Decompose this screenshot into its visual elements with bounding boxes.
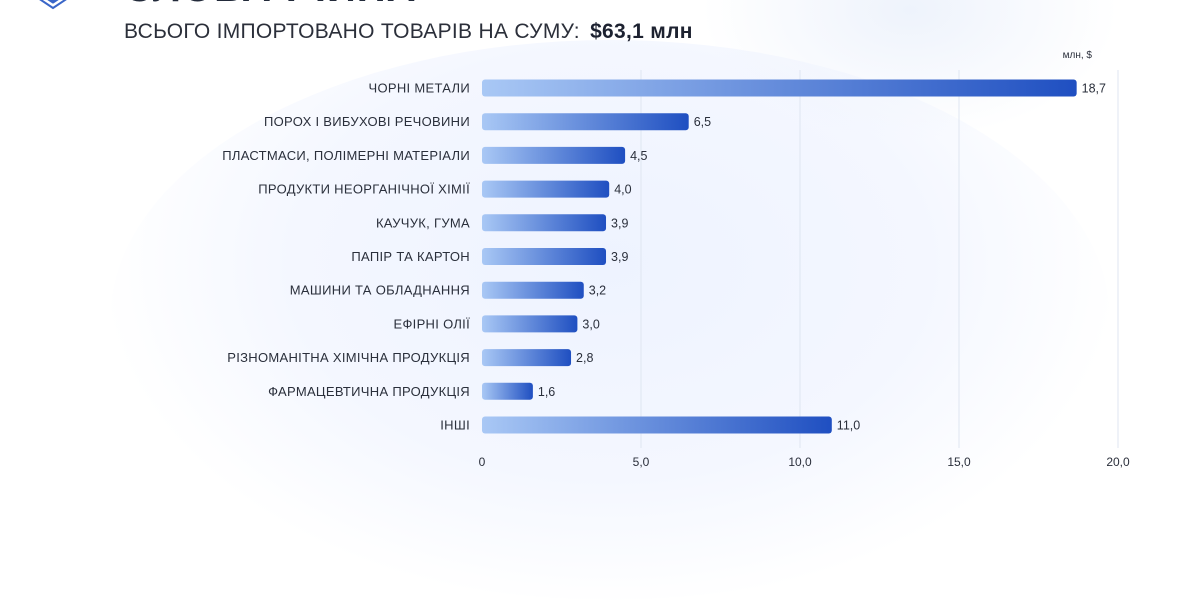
category-label: РІЗНОМАНІТНА ХІМІЧНА ПРОДУКЦІЯ [227,350,470,365]
subtitle-label: ВСЬОГО ІМПОРТОВАНО ТОВАРІВ НА СУМУ: [124,20,580,43]
value-label: 11,0 [837,419,860,433]
value-label: 4,0 [614,183,631,197]
subtitle: ВСЬОГО ІМПОРТОВАНО ТОВАРІВ НА СУМУ: $63,… [124,20,693,44]
bar [482,382,533,400]
x-tick-label: 15,0 [947,455,971,469]
category-label: ПАПІР ТА КАРТОН [351,249,470,264]
bar [482,180,610,198]
x-tick-label: 0 [479,455,486,469]
bar [482,113,689,131]
category-label: МАШИНИ ТА ОБЛАДНАННЯ [290,283,470,298]
bar [482,281,584,299]
value-label: 3,2 [589,284,606,298]
value-label: 3,9 [611,216,628,230]
logo-icon [39,0,67,10]
category-label: ПОРОХ І ВИБУХОВІ РЕЧОВИНИ [264,114,470,129]
category-label: ІНШІ [440,418,470,433]
bar [482,349,572,367]
value-label: 18,7 [1082,82,1106,96]
x-tick-label: 20,0 [1106,455,1130,469]
bar [482,248,607,265]
category-label: КАУЧУК, ГУМА [376,215,470,230]
category-label: ФАРМАЦЕВТИЧНА ПРОДУКЦІЯ [268,384,470,399]
bar [482,315,578,333]
value-label: 4,5 [630,149,647,163]
value-label: 3,9 [611,250,628,264]
value-label: 2,8 [576,351,593,365]
bar [482,146,626,164]
unit-label: млн, $ [1063,50,1093,61]
bar-chart: 0 5,0 10,0 15,0 20,0 млн, $ ЧОРНІ МЕТАЛИ 18,7 ПО… [222,50,1130,469]
value-label: 3,0 [582,317,599,331]
bar [482,214,607,232]
x-tick-label: 5,0 [633,455,650,469]
country-title: СЛОВАЧЧИНА [124,0,417,11]
x-tick-label: 10,0 [788,455,812,469]
category-label: ЧОРНІ МЕТАЛИ [369,81,471,96]
category-label: ПРОДУКТИ НЕОРГАНІЧНОЇ ХІМІЇ [258,182,470,197]
category-label: ЕФІРНІ ОЛІЇ [394,316,471,331]
value-label: 6,5 [694,115,711,129]
value-label: 1,6 [538,385,555,399]
bar [482,79,1077,97]
bar [482,416,832,434]
subtitle-total: $63,1 млн [590,20,693,43]
category-label: ПЛАСТМАСИ, ПОЛІМЕРНІ МАТЕРІАЛИ [222,148,470,163]
